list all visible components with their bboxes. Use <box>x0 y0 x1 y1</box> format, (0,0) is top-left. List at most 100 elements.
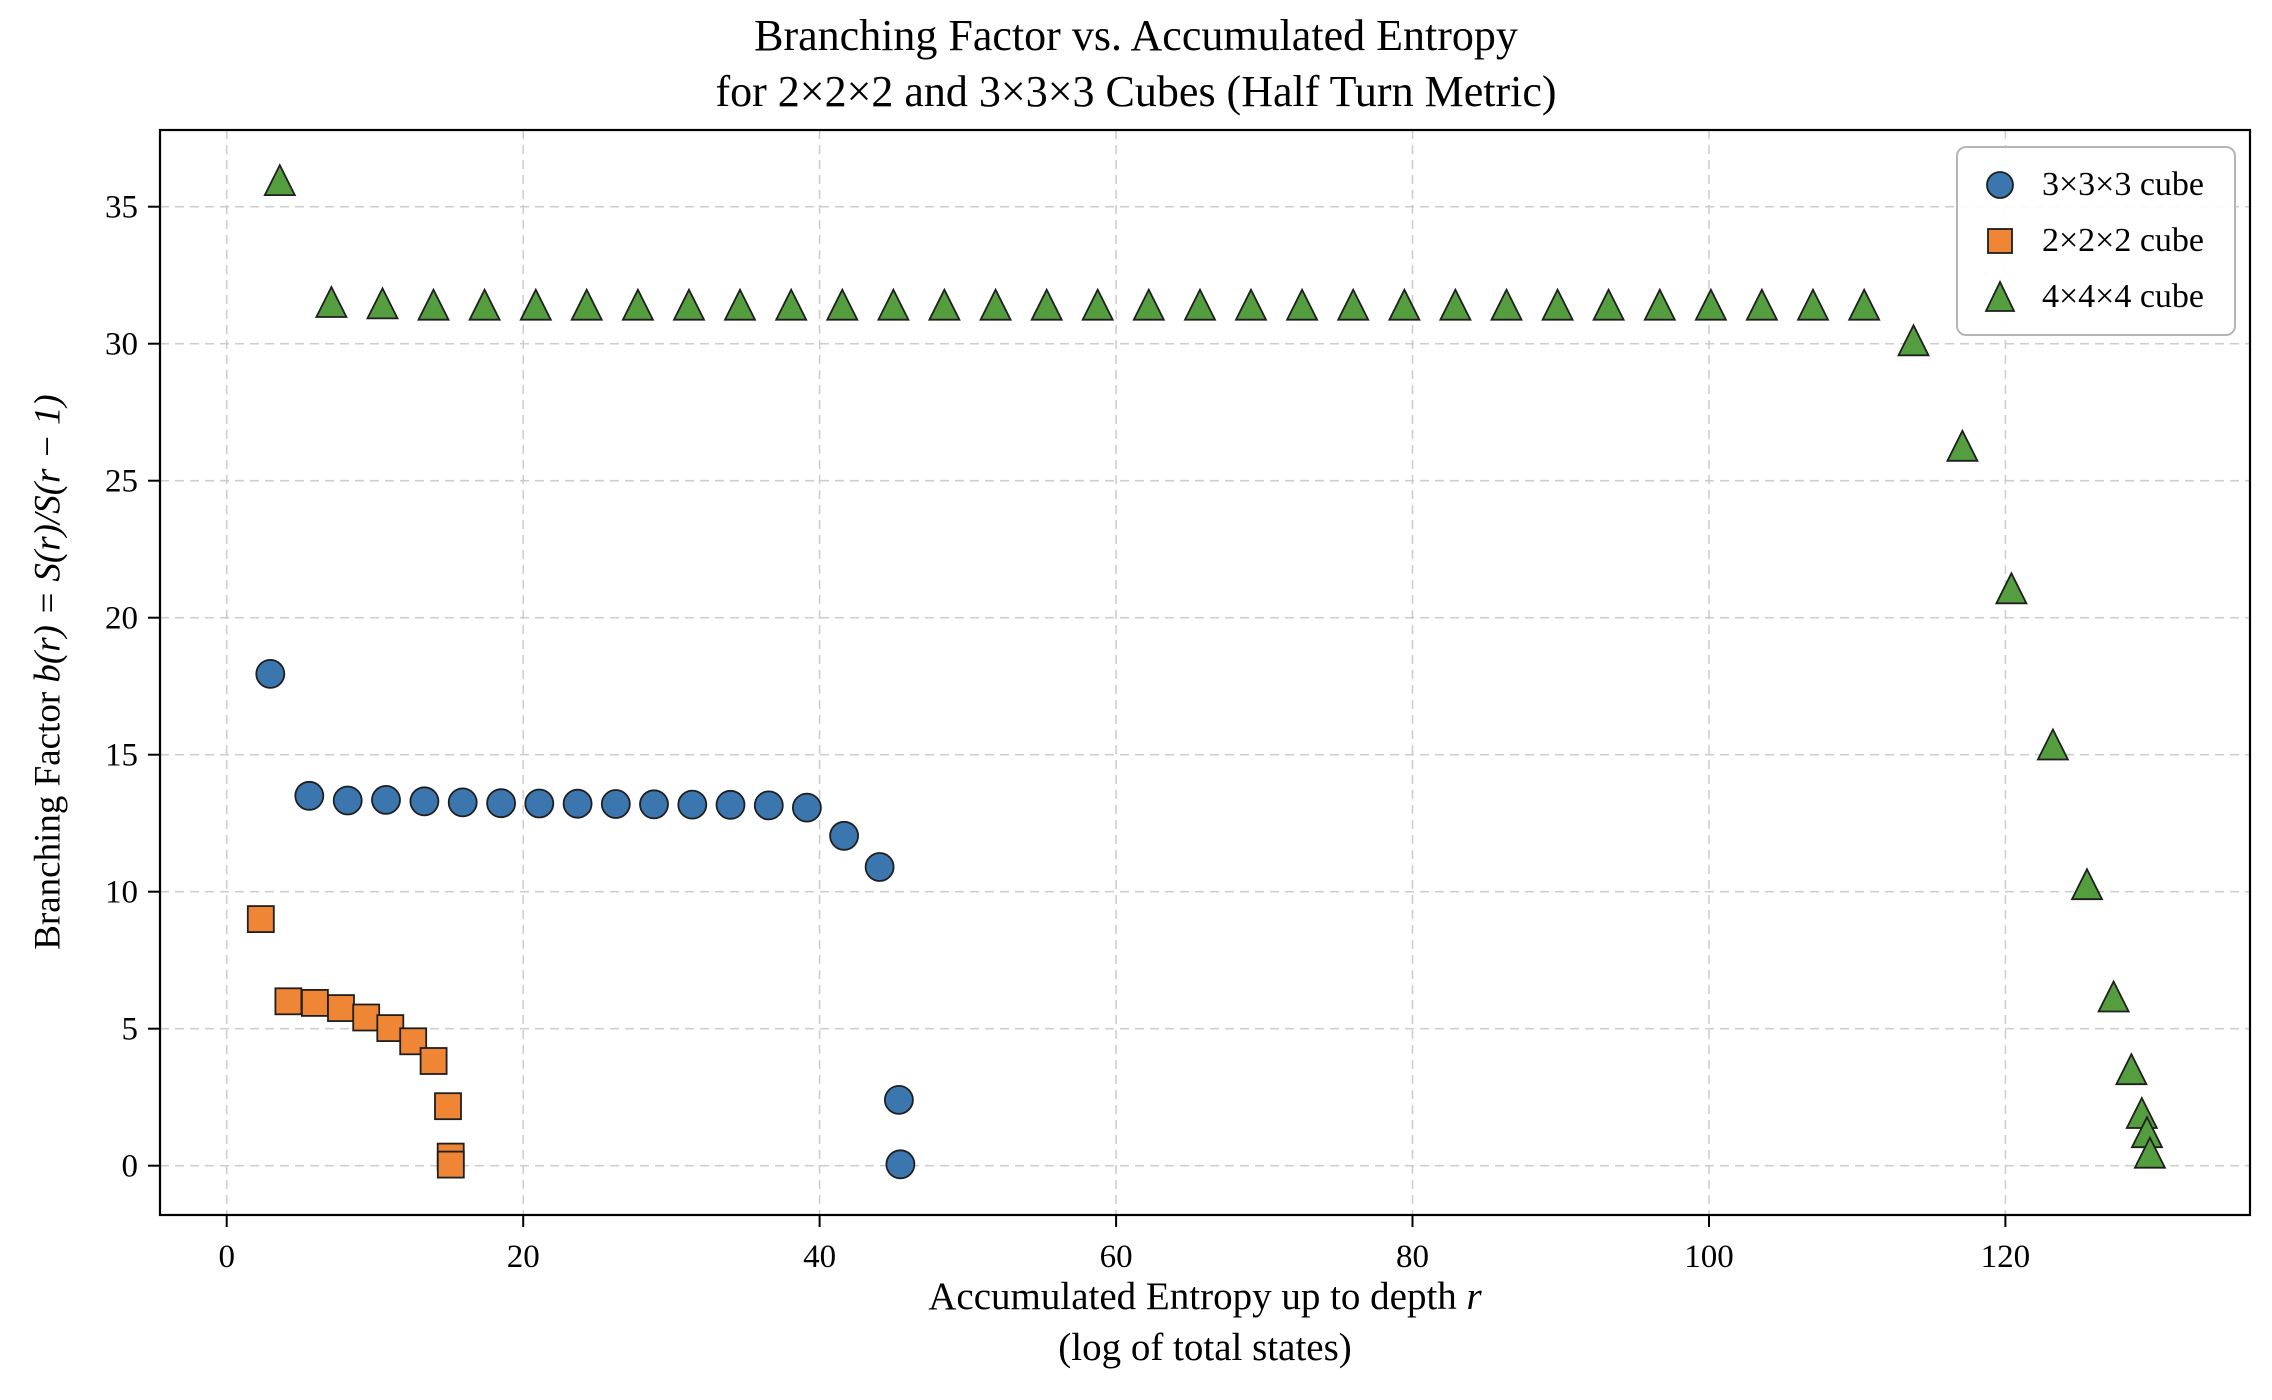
point-4x4x4 <box>2070 867 2104 901</box>
point-3x3x3 <box>753 790 784 821</box>
point-4x4x4 <box>1132 287 1166 321</box>
legend-entry-4x4x4: 4×4×4 cube <box>1980 278 2204 316</box>
legend-entry-2x2x2: 2×2×2 cube <box>1980 222 2204 260</box>
x-tick-label: 60 <box>1100 1239 1133 1275</box>
point-4x4x4 <box>1745 287 1779 321</box>
point-3x3x3 <box>715 789 746 820</box>
point-3x3x3 <box>639 789 669 820</box>
point-4x4x4 <box>1541 287 1575 321</box>
point-4x4x4 <box>1336 287 1370 321</box>
point-4x4x4 <box>366 286 399 320</box>
point-4x4x4 <box>314 284 348 318</box>
x-tick-label: 100 <box>1684 1239 1734 1275</box>
y-tick-label: 15 <box>105 738 138 774</box>
point-2x2x2 <box>399 1027 428 1056</box>
x-tick-label: 0 <box>218 1239 235 1275</box>
point-4x4x4 <box>2097 979 2131 1013</box>
x-tick-label: 20 <box>507 1239 540 1275</box>
x-axis-label-var: r <box>1466 1275 1482 1318</box>
point-4x4x4 <box>417 287 450 321</box>
y-tick-label: 30 <box>105 327 138 363</box>
point-4x4x4 <box>1183 287 1217 321</box>
point-4x4x4 <box>979 287 1013 321</box>
legend-entry-3x3x3: 3×3×3 cube <box>1980 166 2204 204</box>
legend: 3×3×3 cube 2×2×2 cube 4×4×4 cube <box>1955 146 2236 336</box>
point-4x4x4 <box>1387 287 1421 321</box>
point-3x3x3 <box>332 785 363 816</box>
legend-label: 2×2×2 cube <box>2041 222 2204 259</box>
point-4x4x4 <box>1030 287 1064 321</box>
point-3x3x3 <box>829 820 859 851</box>
point-3x3x3 <box>562 788 593 819</box>
point-4x4x4 <box>672 287 706 321</box>
point-2x2x2 <box>419 1047 448 1075</box>
legend-label: 4×4×4 cube <box>2041 278 2204 315</box>
point-3x3x3 <box>409 786 440 817</box>
point-3x3x3 <box>677 789 708 820</box>
chart-title-line2: for 2×2×2 and 3×3×3 Cubes (Half Turn Met… <box>715 67 1557 117</box>
point-4x4x4 <box>927 287 961 321</box>
point-4x4x4 <box>1234 287 1268 321</box>
point-4x4x4 <box>1643 287 1677 321</box>
legend-marker-circle-icon <box>1986 171 2014 199</box>
x-axis-label: Accumulated Entropy up to depth r (log o… <box>928 1272 1481 1373</box>
point-3x3x3 <box>447 787 478 818</box>
point-4x4x4 <box>723 287 757 321</box>
point-3x3x3 <box>486 788 517 819</box>
point-2x2x2 <box>327 994 355 1022</box>
y-tick-label: 10 <box>105 875 138 911</box>
x-tick-label: 120 <box>1981 1239 2031 1275</box>
legend-marker-triangle-icon <box>1984 279 2016 312</box>
point-4x4x4 <box>2036 727 2070 761</box>
point-4x4x4 <box>1897 323 1930 357</box>
plot-border <box>158 128 2252 1217</box>
point-4x4x4 <box>519 287 553 321</box>
y-tick-label: 25 <box>105 464 138 500</box>
point-4x4x4 <box>621 287 655 321</box>
point-3x3x3 <box>255 659 286 689</box>
point-4x4x4 <box>1847 287 1881 321</box>
point-4x4x4 <box>1438 287 1472 321</box>
point-4x4x4 <box>1081 287 1115 321</box>
point-2x2x2 <box>434 1092 462 1121</box>
point-3x3x3 <box>885 1149 916 1180</box>
point-3x3x3 <box>884 1085 914 1115</box>
point-4x4x4 <box>876 287 910 321</box>
point-3x3x3 <box>294 780 325 811</box>
point-3x3x3 <box>600 789 631 819</box>
x-axis-label-line2: (log of total states) <box>1058 1325 1352 1369</box>
point-3x3x3 <box>371 785 401 815</box>
y-axis-label-text: Branching Factor <box>27 682 69 950</box>
point-4x4x4 <box>2133 1135 2167 1169</box>
point-2x2x2 <box>436 1150 465 1179</box>
point-4x4x4 <box>1694 287 1728 321</box>
legend-marker-square-icon <box>1987 228 2013 254</box>
point-4x4x4 <box>2114 1052 2148 1086</box>
point-4x4x4 <box>570 287 604 321</box>
y-tick-label: 35 <box>105 190 138 226</box>
y-axis-label: Branching Factor b(r) = S(r)/S(r − 1) <box>27 394 70 950</box>
chart-title-line1: Branching Factor vs. Accumulated Entropy <box>754 11 1518 60</box>
x-axis-label-text: Accumulated Entropy up to depth <box>928 1275 1467 1318</box>
chart-title: Branching Factor vs. Accumulated Entropy… <box>0 8 2272 121</box>
y-tick-label: 0 <box>122 1149 139 1185</box>
point-4x4x4 <box>825 287 859 321</box>
legend-label: 3×3×3 cube <box>2041 166 2204 203</box>
x-tick-label: 40 <box>803 1239 836 1275</box>
point-4x4x4 <box>1945 428 1979 462</box>
x-axis-label-line1: Accumulated Entropy up to depth r <box>928 1272 1481 1323</box>
point-2x2x2 <box>274 987 303 1016</box>
point-3x3x3 <box>524 788 555 819</box>
point-4x4x4 <box>1592 287 1626 321</box>
point-2x2x2 <box>352 1003 381 1032</box>
point-2x2x2 <box>246 905 275 933</box>
point-4x4x4 <box>1285 287 1319 321</box>
y-axis-label-math: b(r) = S(r)/S(r − 1) <box>27 394 69 683</box>
point-4x4x4 <box>774 287 808 321</box>
x-tick-label: 80 <box>1396 1239 1429 1275</box>
point-3x3x3 <box>864 852 895 882</box>
point-2x2x2 <box>300 989 329 1017</box>
y-tick-label: 20 <box>105 601 138 637</box>
